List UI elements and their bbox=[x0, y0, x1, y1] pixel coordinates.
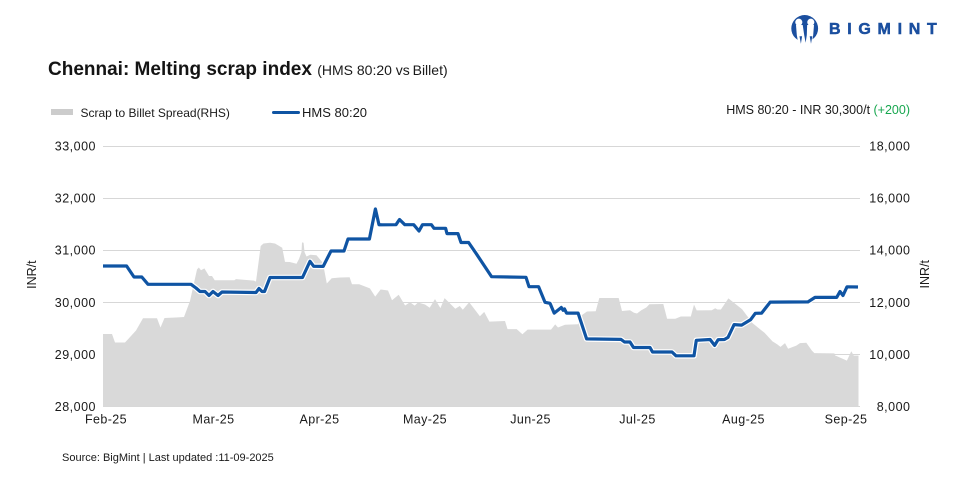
svg-text:May-25: May-25 bbox=[403, 413, 447, 427]
svg-text:29,000: 29,000 bbox=[55, 348, 96, 362]
svg-text:Apr-25: Apr-25 bbox=[300, 413, 340, 427]
svg-text:31,000: 31,000 bbox=[55, 244, 96, 258]
svg-text:Sep-25: Sep-25 bbox=[825, 413, 868, 427]
svg-text:14,000: 14,000 bbox=[869, 244, 910, 258]
svg-text:30,000: 30,000 bbox=[55, 296, 96, 310]
svg-text:Jun-25: Jun-25 bbox=[510, 413, 551, 427]
svg-text:12,000: 12,000 bbox=[869, 296, 910, 310]
svg-text:Feb-25: Feb-25 bbox=[85, 413, 127, 427]
svg-text:10,000: 10,000 bbox=[869, 348, 910, 362]
svg-text:Mar-25: Mar-25 bbox=[193, 413, 235, 427]
svg-text:Aug-25: Aug-25 bbox=[722, 413, 765, 427]
svg-text:INR/t: INR/t bbox=[918, 259, 932, 288]
svg-text:18,000: 18,000 bbox=[869, 140, 910, 154]
svg-text:8,000: 8,000 bbox=[877, 400, 911, 414]
svg-text:32,000: 32,000 bbox=[55, 192, 96, 206]
svg-text:16,000: 16,000 bbox=[869, 192, 910, 206]
svg-text:BIGMINT: BIGMINT bbox=[829, 21, 943, 38]
svg-text:INR/t: INR/t bbox=[25, 260, 39, 289]
svg-text:28,000: 28,000 bbox=[55, 400, 96, 414]
svg-text:Jul-25: Jul-25 bbox=[619, 413, 655, 427]
svg-text:33,000: 33,000 bbox=[55, 140, 96, 154]
